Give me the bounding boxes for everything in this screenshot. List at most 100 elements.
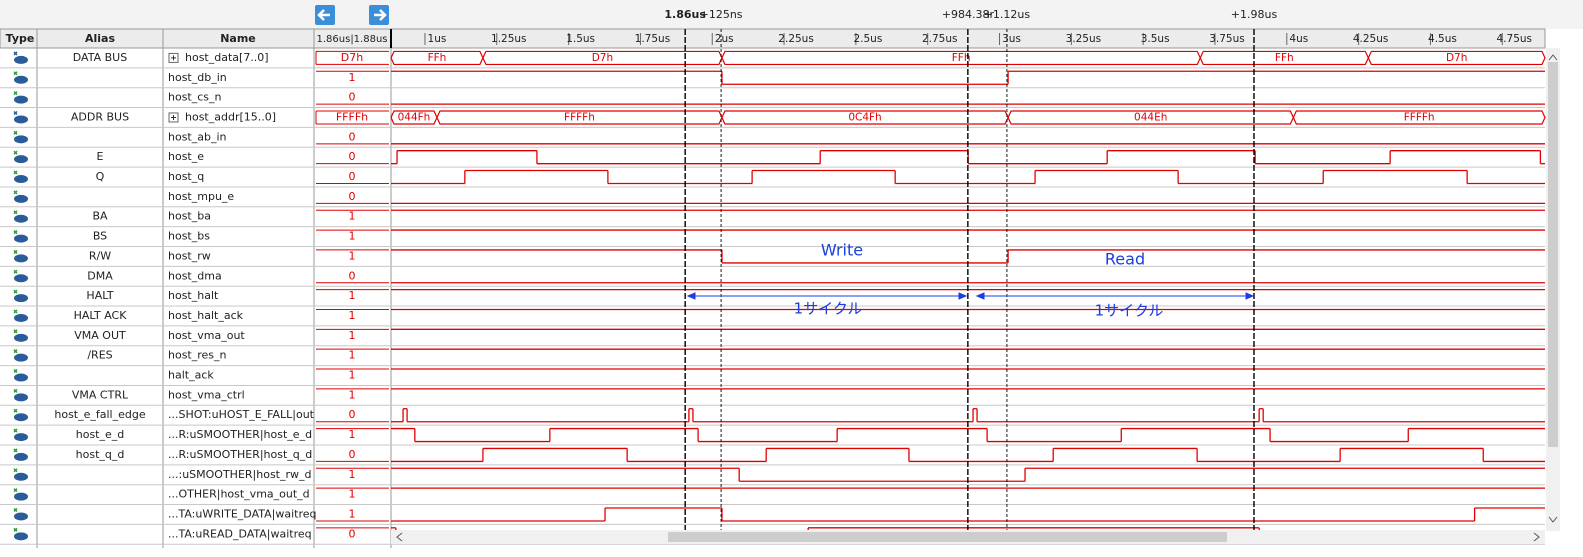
annotation: Read — [1105, 250, 1145, 269]
icon-mark — [13, 388, 18, 393]
signal-value: 1 — [349, 488, 356, 501]
signal-name: ...SHOT:uHOST_E_FALL|out — [168, 408, 315, 421]
icon-mark — [13, 289, 18, 294]
icon-body — [14, 472, 28, 481]
ruler-label: 2.5us — [853, 33, 882, 45]
signal-alias: host_e_fall_edge — [54, 408, 145, 421]
signal-name: host_mpu_e — [168, 190, 234, 203]
signal-value: 1 — [349, 210, 356, 223]
signal-value: 1 — [349, 349, 356, 362]
cursor-label: +984.38r — [942, 8, 995, 21]
signal-value: 0 — [349, 448, 356, 461]
bus-label: 0C4Fh — [848, 111, 881, 123]
icon-body — [14, 75, 28, 84]
icon-body — [14, 234, 28, 243]
icon-mark — [13, 488, 18, 493]
signal-alias: host_e_d — [76, 428, 125, 441]
bus-label: 044Fh — [398, 111, 431, 123]
icon-body — [14, 373, 28, 382]
annotation: 1サイクル — [1095, 302, 1164, 320]
icon-body — [14, 353, 28, 362]
icon-mark — [13, 71, 18, 76]
signal-value: 0 — [349, 170, 356, 183]
signal-value: 1 — [349, 388, 356, 401]
value-bus — [315, 110, 389, 125]
signal-name: host_res_n — [168, 349, 227, 362]
icon-body — [14, 254, 28, 263]
signal-value: 0 — [349, 269, 356, 282]
signal-value: 0 — [349, 408, 356, 421]
type-icon — [13, 150, 28, 164]
type-icon — [13, 230, 28, 243]
signal-value: 0 — [349, 527, 356, 540]
signal-value: FFFFh — [336, 110, 368, 123]
signal-value: 1 — [349, 428, 356, 441]
bus-segment — [1367, 50, 1546, 66]
signal-name: host_vma_out — [168, 329, 245, 342]
type-icon — [13, 368, 28, 382]
type-icon — [13, 349, 28, 362]
icon-mark — [13, 190, 18, 195]
icon-mark — [13, 91, 18, 96]
signal-alias: HALT ACK — [74, 309, 128, 322]
bus-label: FFFFh — [564, 111, 595, 123]
icon-body — [14, 175, 28, 184]
icon-body — [14, 294, 28, 303]
annotation: 1サイクル — [794, 300, 863, 318]
type-icon — [13, 448, 28, 461]
icon-body — [14, 313, 28, 322]
type-icon — [13, 408, 28, 422]
bus-label: FFFFh — [1404, 111, 1435, 123]
signal-name: host_halt_ack — [168, 309, 244, 322]
icon-mark — [13, 230, 18, 235]
toolbar — [0, 0, 1583, 29]
bus-label: 044Eh — [1134, 111, 1167, 123]
icon-body — [14, 393, 28, 402]
annotations: Write Read 1サイクル 1サイクル — [686, 241, 1255, 320]
icon-mark — [13, 110, 18, 116]
ruler-label: 3.25us — [1066, 33, 1102, 45]
signal-value: D7h — [341, 51, 363, 64]
cursor-label: +1.12us — [984, 8, 1031, 21]
signal-name: host_vma_ctrl — [168, 388, 245, 401]
type-icon — [13, 507, 28, 521]
cursor-label: +1.98us — [1231, 8, 1278, 21]
signal-value: 1 — [349, 507, 356, 520]
type-icon — [13, 488, 28, 501]
signal-value: 0 — [349, 190, 356, 203]
signal-alias: host_q_d — [76, 448, 125, 461]
nav-right-button[interactable] — [369, 5, 389, 25]
signal-alias: /RES — [87, 349, 112, 362]
type-icon — [13, 51, 28, 64]
type-icon — [13, 71, 28, 84]
icon-body — [14, 55, 28, 64]
icon-mark — [13, 150, 18, 155]
ruler-label: 2.25us — [778, 33, 814, 45]
signal-alias: R/W — [89, 249, 111, 262]
value-bus — [315, 50, 389, 65]
icon-mark — [13, 468, 18, 473]
signal-name: ...OTHER|host_vma_out_d — [168, 488, 310, 501]
cursor-label: +125ns — [700, 8, 743, 21]
type-icon — [13, 91, 28, 104]
icon-body — [14, 135, 28, 144]
horizontal-scrollbar[interactable] — [391, 530, 1545, 544]
type-icon — [13, 130, 28, 144]
column-header: Name — [220, 32, 256, 45]
type-icon — [13, 309, 28, 322]
column-header: Type — [6, 32, 35, 45]
signal-name: host_dma — [168, 269, 222, 282]
icon-body — [14, 413, 28, 422]
vertical-scrollbar[interactable] — [1546, 48, 1560, 531]
type-icon — [13, 289, 28, 303]
icon-body — [14, 214, 28, 223]
type-icon — [13, 190, 28, 203]
signal-name: host_rw — [168, 249, 211, 262]
signal-name: host_bs — [168, 230, 210, 243]
icon-body — [14, 155, 28, 164]
ruler-label: 1.25us — [491, 33, 527, 45]
icon-mark — [13, 428, 18, 433]
icon-body — [14, 274, 28, 283]
nav-left-button[interactable] — [315, 5, 335, 25]
